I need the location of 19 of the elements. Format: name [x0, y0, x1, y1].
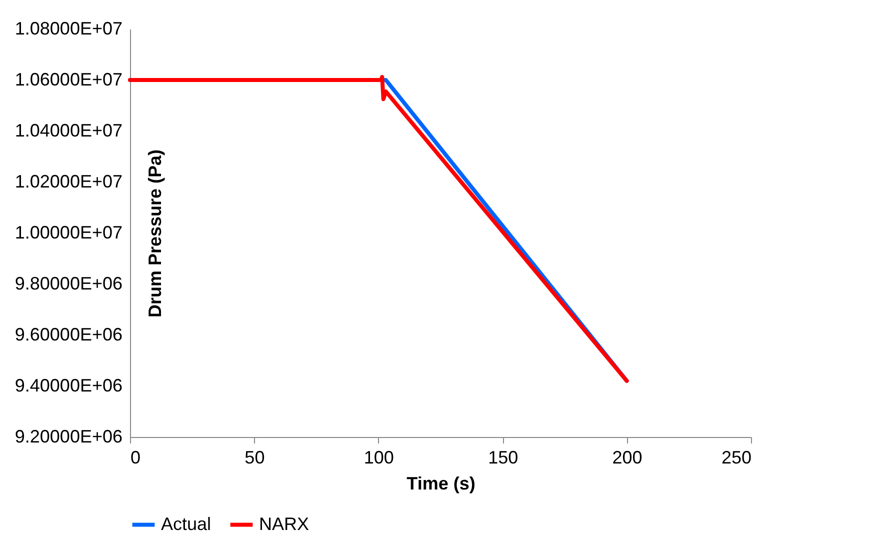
x-axis-title: Time (s) — [406, 474, 476, 494]
x-tick-label: 100 — [364, 448, 394, 468]
x-tick-label: 0 — [130, 448, 141, 468]
y-tick-label: 9.60000E+06 — [14, 324, 122, 344]
y-tick-label: 9.20000E+06 — [14, 426, 122, 446]
x-tick-label: 50 — [244, 448, 265, 468]
y-tick-label: 1.04000E+07 — [14, 120, 122, 140]
y-tick-label: 1.00000E+07 — [14, 222, 122, 242]
x-tick-label: 200 — [612, 448, 642, 468]
y-tick-label: 9.40000E+06 — [14, 376, 122, 396]
y-tick-label: 1.08000E+07 — [14, 18, 122, 38]
x-tick-label: 250 — [721, 448, 752, 468]
y-tick-label: 1.06000E+07 — [14, 70, 122, 90]
y-tick-label: 9.80000E+06 — [14, 274, 122, 294]
y-axis-title: Drum Pressure (Pa) — [144, 149, 165, 318]
x-tick-label: 150 — [488, 448, 518, 468]
y-tick-label: 1.02000E+07 — [14, 172, 122, 192]
legend-label: NARX — [259, 514, 310, 534]
legend-label: Actual — [161, 514, 212, 534]
